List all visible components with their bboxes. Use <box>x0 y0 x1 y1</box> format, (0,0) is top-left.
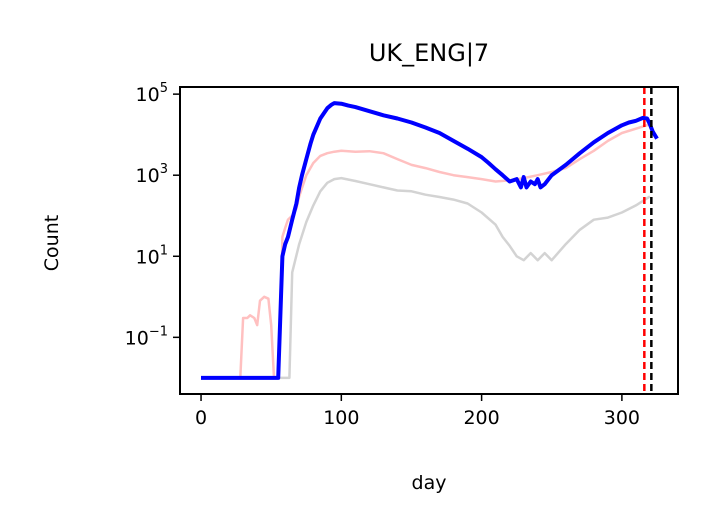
plot-area <box>201 87 659 394</box>
x-tick-label: 300 <box>604 407 640 429</box>
x-tick-label: 0 <box>195 407 207 429</box>
series-line-gray <box>201 176 651 380</box>
x-tick-label: 100 <box>323 407 359 429</box>
y-tick-label: 103 <box>136 162 168 187</box>
chart-title: UK_ENG|7 <box>369 39 489 67</box>
y-tick-label: 10−1 <box>125 324 168 349</box>
x-tick-label: 200 <box>463 407 499 429</box>
series-line-blue <box>201 101 659 380</box>
axes: 0 100 200 300 10−1 101 103 105 <box>125 81 640 429</box>
y-tick-label: 105 <box>136 81 168 106</box>
plot-frame <box>179 86 679 395</box>
y-tick-label: 101 <box>136 243 168 268</box>
series-line-pink <box>201 123 651 380</box>
y-axis-label: Count <box>41 215 63 271</box>
x-axis-label: day <box>412 472 447 494</box>
